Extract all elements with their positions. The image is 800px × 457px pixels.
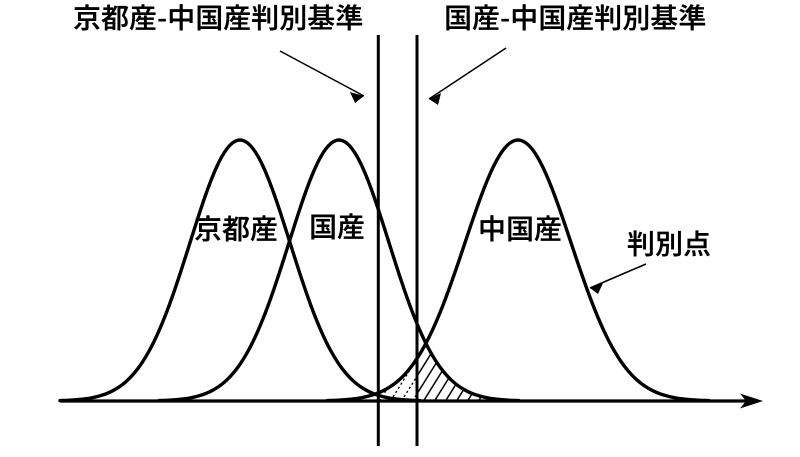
svg-text:京都産: 京都産 xyxy=(194,208,278,248)
svg-text:国産: 国産 xyxy=(309,206,365,246)
svg-text:京都産-中国産判別基準: 京都産-中国産判別基準 xyxy=(73,0,363,37)
svg-text:判別点: 判別点 xyxy=(627,223,711,263)
svg-text:国産-中国産判別基準: 国産-中国産判別基準 xyxy=(444,0,706,37)
svg-text:中国産: 中国産 xyxy=(478,208,562,248)
